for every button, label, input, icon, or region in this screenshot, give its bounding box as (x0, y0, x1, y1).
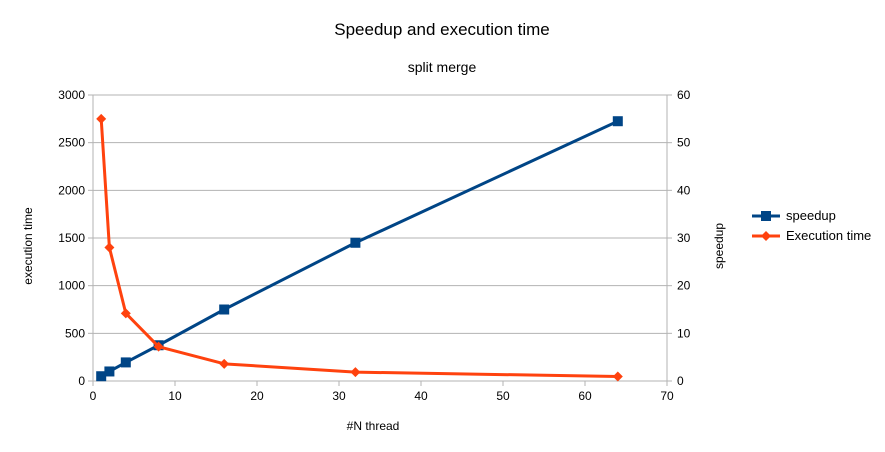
x-tick-label: 20 (250, 389, 264, 403)
y-left-tick-label: 1000 (58, 279, 85, 293)
y-axis-right-title: speedup (712, 223, 726, 269)
y-right-tick-label: 20 (677, 279, 691, 293)
data-point-speedup (612, 116, 623, 127)
data-point-speedup (96, 371, 107, 382)
y-left-tick-label: 1500 (58, 231, 85, 245)
tick-labels: 0 10 20 30 40 50 60 700500100015002000250030000… (58, 88, 690, 403)
chart-title: Speedup and execution time (334, 20, 550, 39)
y-right-tick-label: 10 (677, 326, 691, 340)
gridlines (93, 94, 667, 382)
chart-subtitle: split merge (408, 59, 477, 75)
data-point-execution-time (350, 367, 361, 378)
legend-entry-speedup: speedup (752, 208, 836, 223)
y-left-tick-label: 2500 (58, 136, 85, 150)
legend-marker-execution-time (761, 231, 771, 241)
x-tick-label: 30 (332, 389, 346, 403)
y-right-tick-label: 30 (677, 231, 691, 245)
y-left-tick-label: 500 (65, 326, 85, 340)
y-left-tick-label: 0 (78, 374, 85, 388)
series-line-speedup (100, 119, 619, 378)
legend-label-execution-time: Execution time (786, 228, 871, 243)
axes (88, 94, 672, 386)
data-point-execution-time (219, 358, 230, 369)
y-right-tick-label: 50 (677, 136, 691, 150)
x-axis-title: #N thread (347, 419, 400, 433)
series-execution-time (96, 113, 623, 382)
data-point-speedup (219, 304, 230, 315)
data-point-speedup (120, 357, 131, 368)
legend: speedup Execution time (752, 208, 871, 243)
data-point-execution-time (612, 371, 623, 382)
legend-marker-speedup (761, 211, 771, 221)
data-point-speedup (104, 366, 115, 377)
x-tick-label: 60 (578, 389, 592, 403)
y-axis-left-title: execution time (21, 207, 35, 285)
x-tick-label: 50 (496, 389, 510, 403)
x-tick-label: 70 (660, 389, 674, 403)
series (96, 113, 623, 382)
data-point-execution-time (104, 242, 115, 253)
x-tick-label: 0 (90, 389, 97, 403)
y-right-tick-label: 40 (677, 183, 691, 197)
legend-entry-execution-time: Execution time (752, 228, 871, 243)
y-right-tick-label: 60 (677, 88, 691, 102)
data-point-execution-time (153, 341, 164, 352)
data-point-execution-time (96, 113, 107, 124)
data-point-speedup (350, 237, 361, 248)
x-tick-label: 40 (414, 389, 428, 403)
y-left-tick-label: 3000 (58, 88, 85, 102)
series-speedup (96, 116, 623, 382)
y-left-tick-label: 2000 (58, 183, 85, 197)
data-point-execution-time (120, 308, 131, 319)
x-tick-label: 10 (168, 389, 182, 403)
y-right-tick-label: 0 (677, 374, 684, 388)
legend-label-speedup: speedup (786, 208, 836, 223)
